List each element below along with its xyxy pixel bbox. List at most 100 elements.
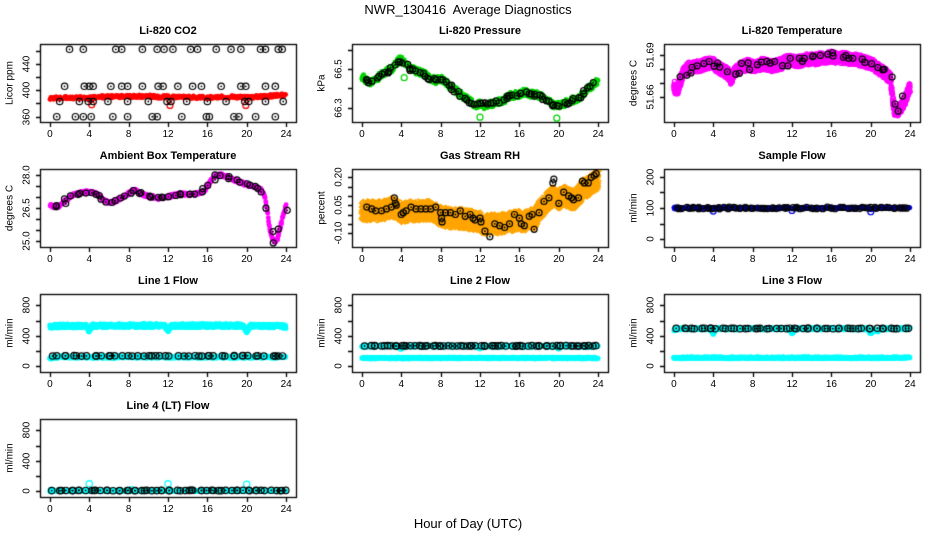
x-tick-label: 16 xyxy=(825,129,837,140)
y-tick-label: -0.10 xyxy=(333,221,345,245)
y-axis-title-li-820-pressure: kPa xyxy=(316,74,328,92)
x-tick-label: 8 xyxy=(437,379,444,390)
y-tick-label: 0 xyxy=(21,488,33,494)
x-tick-label: 4 xyxy=(398,254,404,265)
y-axis-title-sample-flow: ml/min xyxy=(628,193,640,223)
x-tick-label: 12 xyxy=(786,129,798,140)
chart-line-2-flow: Line 2 Flow048121620240400800ml/min xyxy=(312,272,624,397)
x-tick-label: 16 xyxy=(201,379,213,390)
y-tick-label: 400 xyxy=(21,452,33,469)
x-tick-label: 12 xyxy=(474,254,486,265)
y-tick-label: 0.05 xyxy=(333,195,345,215)
chart-canvas-line-3-flow xyxy=(624,272,936,397)
x-tick-label: 4 xyxy=(710,379,716,390)
x-tick-label: 0 xyxy=(47,504,53,515)
y-axis-title-line-1-flow: ml/min xyxy=(4,318,16,348)
y-axis-title-gas-stream-rh: percent xyxy=(316,191,328,225)
y-tick-label: 28.0 xyxy=(21,164,33,185)
y-axis-title-ambient-box-temperature: degrees C xyxy=(4,184,16,232)
y-tick-label: 0 xyxy=(333,363,345,369)
y-tick-label: 400 xyxy=(645,327,657,344)
x-tick-label: 8 xyxy=(437,129,444,140)
x-tick-label: 12 xyxy=(474,379,486,390)
x-tick-label: 24 xyxy=(904,254,916,265)
x-tick-label: 8 xyxy=(125,129,132,140)
x-tick-label: 16 xyxy=(513,379,525,390)
x-tick-label: 24 xyxy=(592,254,604,265)
y-tick-label: 800 xyxy=(645,297,657,314)
x-tick-label: 12 xyxy=(786,254,798,265)
y-tick-label: 800 xyxy=(333,297,345,314)
x-tick-label: 24 xyxy=(280,254,292,265)
x-tick-label: 24 xyxy=(904,379,916,390)
y-tick-label: 400 xyxy=(21,327,33,344)
chart-canvas-line-2-flow xyxy=(312,272,624,397)
y-tick-label: 51.69 xyxy=(645,42,657,68)
chart-canvas-gas-stream-rh xyxy=(312,147,624,272)
x-tick-label: 24 xyxy=(592,379,604,390)
x-tick-label: 0 xyxy=(671,254,677,265)
x-tick-label: 16 xyxy=(201,254,213,265)
chart-canvas-line-1-flow xyxy=(0,272,312,397)
x-tick-label: 0 xyxy=(359,379,365,390)
x-tick-label: 16 xyxy=(513,129,525,140)
x-tick-label: 0 xyxy=(671,129,677,140)
x-axis-label: Hour of Day (UTC) xyxy=(413,516,523,531)
y-tick-label: 0 xyxy=(645,363,657,369)
y-tick-label: 66.5 xyxy=(333,59,345,79)
y-tick-label: 26.5 xyxy=(21,198,33,218)
x-tick-label: 4 xyxy=(398,379,404,390)
x-tick-label: 16 xyxy=(825,379,837,390)
x-tick-label: 20 xyxy=(241,254,253,265)
y-tick-label: 800 xyxy=(21,297,33,314)
y-axis-title-li-820-temperature: degrees C xyxy=(628,59,640,107)
y-tick-label: 400 xyxy=(333,327,345,344)
chart-canvas-ambient-box-temperature xyxy=(0,147,312,272)
x-tick-label: 20 xyxy=(241,504,253,515)
y-axis-title-line-2-flow: ml/min xyxy=(316,318,328,348)
y-tick-label: 0 xyxy=(21,363,33,369)
y-tick-label: 800 xyxy=(21,422,33,439)
chart-canvas-li-820-pressure xyxy=(312,22,624,147)
y-tick-label: 25.0 xyxy=(21,231,33,252)
x-tick-label: 16 xyxy=(201,504,213,515)
x-tick-label: 4 xyxy=(86,504,92,515)
x-tick-label: 8 xyxy=(125,254,132,265)
chart-li-820-temperature: Li-820 Temperature0481216202451.6651.69d… xyxy=(624,22,936,147)
chart-ambient-box-temperature: Ambient Box Temperature0481216202425.026… xyxy=(0,147,312,272)
chart-canvas-li-820-co2 xyxy=(0,22,312,147)
chart-line-1-flow: Line 1 Flow048121620240400800ml/min xyxy=(0,272,312,397)
x-tick-label: 16 xyxy=(201,129,213,140)
x-tick-label: 8 xyxy=(125,379,132,390)
x-tick-label: 8 xyxy=(749,129,756,140)
y-tick-label: 51.66 xyxy=(645,84,657,110)
y-tick-label: 440 xyxy=(21,55,33,73)
x-tick-label: 4 xyxy=(86,129,92,140)
x-tick-label: 12 xyxy=(786,379,798,390)
y-axis-title-line-3-flow: ml/min xyxy=(628,318,640,348)
y-tick-label: 0.20 xyxy=(333,167,345,188)
x-tick-label: 4 xyxy=(710,254,716,265)
x-tick-label: 8 xyxy=(749,254,756,265)
x-tick-label: 20 xyxy=(241,129,253,140)
x-tick-label: 0 xyxy=(359,129,365,140)
x-tick-label: 4 xyxy=(710,129,716,140)
x-tick-label: 12 xyxy=(162,254,174,265)
x-tick-label: 12 xyxy=(162,504,174,515)
x-tick-label: 24 xyxy=(904,129,916,140)
y-axis-title-li-820-co2: Licor ppm xyxy=(4,61,16,105)
x-tick-label: 20 xyxy=(553,129,565,140)
y-axis-title-line-4-lt-flow: ml/min xyxy=(4,443,16,473)
chart-canvas-li-820-temperature xyxy=(624,22,936,147)
x-tick-label: 20 xyxy=(553,379,565,390)
x-tick-label: 12 xyxy=(474,129,486,140)
x-tick-label: 8 xyxy=(749,379,756,390)
x-tick-label: 24 xyxy=(592,129,604,140)
x-tick-label: 4 xyxy=(86,379,92,390)
y-tick-label: 100 xyxy=(645,199,657,217)
x-tick-label: 20 xyxy=(865,254,877,265)
x-tick-label: 24 xyxy=(280,379,292,390)
x-tick-label: 4 xyxy=(398,129,404,140)
x-tick-label: 24 xyxy=(280,504,292,515)
